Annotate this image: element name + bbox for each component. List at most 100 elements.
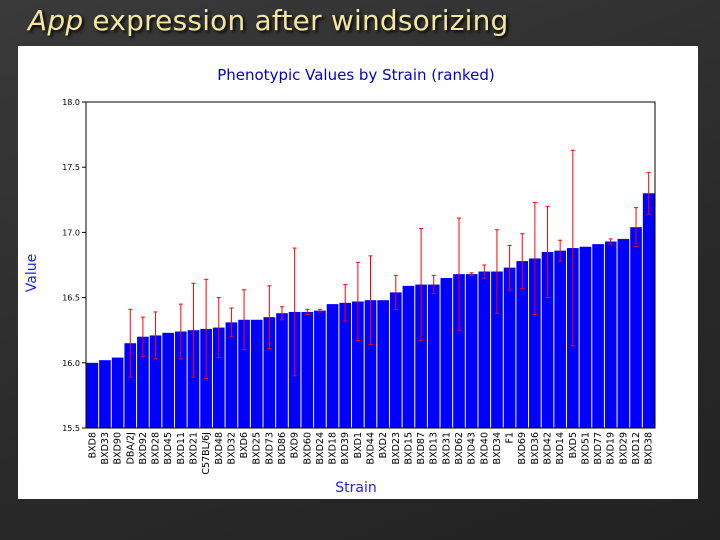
bar [175, 331, 187, 428]
strain-bar-chart: Phenotypic Values by Strain (ranked) Val… [24, 66, 656, 496]
bar [301, 311, 314, 428]
error-bar [191, 282, 196, 378]
error-bar [279, 306, 284, 321]
bar [415, 284, 427, 428]
error-bar [368, 255, 373, 346]
error-bar [570, 149, 575, 347]
error-bar [634, 207, 639, 248]
bar [630, 227, 642, 428]
bar [541, 251, 554, 428]
bar [99, 360, 111, 428]
bar [617, 238, 630, 428]
error-bar [558, 239, 563, 262]
bar [440, 278, 453, 428]
error-bar [292, 247, 297, 377]
y-tick-label: 15.5 [62, 424, 80, 433]
x-tick-label: BXD44 [366, 432, 377, 464]
x-tick-label: BXD21 [188, 432, 199, 464]
x-tick-label: DBA/2J [125, 432, 136, 464]
bar [604, 241, 617, 428]
error-bar [216, 297, 221, 359]
bar [529, 258, 541, 428]
error-bar [355, 261, 360, 342]
error-bar [317, 308, 322, 313]
error-bar [140, 316, 145, 357]
plot-frame [85, 101, 656, 429]
x-tick-label: BXD90 [113, 432, 124, 464]
error-bar [419, 227, 424, 342]
x-tick-label: BXD13 [429, 432, 440, 464]
bar [579, 246, 592, 428]
bar [377, 300, 389, 428]
x-tick-label: BXD73 [264, 432, 275, 464]
error-bar [431, 274, 436, 295]
error-bar [608, 238, 613, 245]
y-axis: 15.5 16.0 16.5 17.0 17.5 18.0 [62, 98, 86, 433]
bar [427, 284, 440, 428]
x-tick-label: BXD38 [644, 432, 655, 464]
bar [592, 244, 604, 428]
x-tick-label: BXD29 [618, 432, 629, 464]
bar [124, 343, 137, 428]
x-tick-label: BXD62 [454, 432, 465, 464]
error-bar [267, 285, 272, 349]
x-tick-label: BXD28 [151, 432, 162, 464]
x-tick-label: BXD87 [416, 432, 427, 464]
x-tick-label: BXD12 [631, 432, 642, 464]
error-bar [520, 233, 525, 289]
x-tick-label: BXD77 [593, 432, 604, 464]
bar [402, 285, 415, 428]
x-tick-label: BXD2 [378, 432, 389, 458]
bar [326, 304, 339, 428]
error-bar [507, 244, 512, 291]
bar [238, 319, 250, 428]
x-tick-label: BXD5 [568, 432, 579, 458]
x-tick-label: BXD1 [353, 432, 364, 458]
x-tick-label: BXD24 [315, 432, 326, 464]
error-bar [393, 274, 398, 310]
error-bars-group [128, 149, 651, 379]
error-bar [457, 217, 462, 331]
y-tick-label: 18.0 [62, 98, 80, 107]
x-tick-label: BXD60 [302, 432, 313, 464]
x-tick-label: BXD11 [176, 432, 187, 464]
x-tick-label: BXD42 [543, 432, 554, 464]
bar [503, 267, 516, 428]
bar [263, 317, 276, 428]
x-tick-label: BXD48 [214, 432, 225, 464]
x-tick-label: BXD69 [517, 432, 528, 464]
slide-title-rest: expression after windsorizing [83, 4, 509, 37]
x-tick-label: BXD31 [441, 432, 452, 464]
error-bar [305, 308, 310, 316]
error-bar [532, 201, 537, 316]
error-bar [128, 308, 133, 378]
error-bar [229, 307, 234, 338]
bar [478, 271, 491, 428]
x-tick-label: BXD45 [163, 432, 174, 464]
x-tick-label: F1 [505, 432, 516, 444]
bar [276, 313, 288, 428]
slide-title-app: App [28, 4, 84, 37]
error-bar [545, 205, 550, 299]
error-bar [204, 278, 209, 379]
x-tick-label: BXD40 [479, 432, 490, 464]
bar [339, 302, 352, 428]
error-bar [494, 229, 499, 314]
bar [149, 335, 162, 428]
x-tick-label: BXD36 [530, 432, 541, 464]
x-tick-label: BXD15 [403, 432, 414, 464]
error-bar [646, 171, 651, 215]
x-tick-label: BXD32 [226, 432, 237, 464]
bar [352, 301, 364, 428]
y-axis-label: Value [24, 254, 40, 292]
bar [465, 274, 478, 428]
x-tick-label: BXD14 [555, 432, 566, 464]
x-tick-label: BXD8 [87, 432, 98, 458]
x-tick-label: BXD18 [328, 432, 339, 464]
x-tick-label: BXD92 [138, 432, 149, 464]
bars-group [86, 193, 655, 428]
error-bar [153, 311, 158, 360]
x-tick-label: BXD86 [277, 432, 288, 464]
y-tick-label: 16.0 [62, 359, 80, 368]
x-tick-label: BXD25 [252, 432, 263, 464]
